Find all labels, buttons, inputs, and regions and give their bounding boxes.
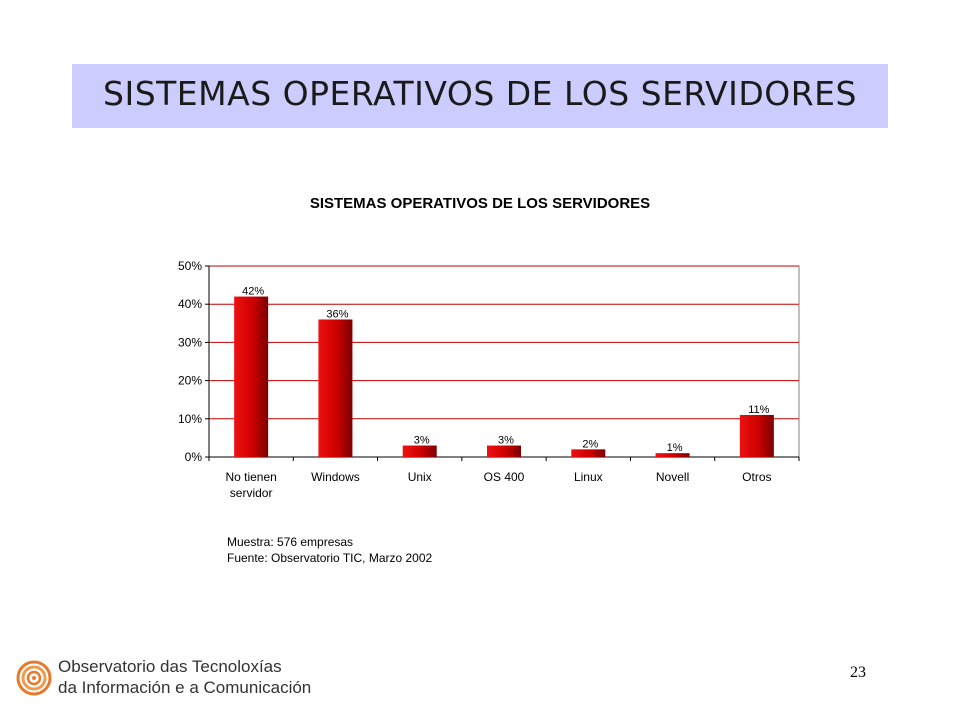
source-note: Fuente: Observatorio TIC, Marzo 2002 xyxy=(227,551,433,565)
x-tick-label: Windows xyxy=(311,470,360,484)
data-label: 42% xyxy=(242,286,264,298)
spiral-logo-icon xyxy=(16,660,52,696)
title-banner: SISTEMAS OPERATIVOS DE LOS SERVIDORES xyxy=(72,64,888,128)
bar xyxy=(655,453,690,457)
data-label: 3% xyxy=(498,435,514,447)
bar xyxy=(234,296,269,457)
sample-note: Muestra: 576 empresas xyxy=(227,535,354,549)
data-label: 2% xyxy=(582,438,598,450)
bar xyxy=(318,319,353,457)
bar xyxy=(402,445,437,457)
data-label: 36% xyxy=(326,308,348,320)
bar xyxy=(739,414,774,457)
plot-area xyxy=(208,265,800,458)
x-tick-label: Otros xyxy=(742,470,771,484)
x-tick-label: servidor xyxy=(230,486,273,500)
y-tick-label: 30% xyxy=(178,335,202,349)
page-number: 23 xyxy=(850,664,866,681)
x-tick-label: Linux xyxy=(574,470,603,484)
logo-text-line2: da Información e a Comunicación xyxy=(58,678,312,697)
slide-title: SISTEMAS OPERATIVOS DE LOS SERVIDORES xyxy=(103,74,857,113)
bar xyxy=(487,445,521,457)
bar xyxy=(571,449,606,457)
data-label: 3% xyxy=(414,435,430,447)
y-tick-label: 0% xyxy=(185,450,203,464)
y-tick-label: 10% xyxy=(178,412,202,426)
logo: Observatorio das Tecnoloxías da Informac… xyxy=(16,654,316,704)
logo-text-line1: Observatorio das Tecnoloxías xyxy=(58,657,282,676)
y-tick-label: 40% xyxy=(178,297,202,311)
x-tick-label: Unix xyxy=(408,470,432,484)
chart-title: SISTEMAS OPERATIVOS DE LOS SERVIDORES xyxy=(309,195,651,212)
x-tick-label: No tienen xyxy=(225,470,276,484)
y-tick-label: 20% xyxy=(178,374,202,388)
data-label: 1% xyxy=(667,442,683,454)
x-tick-label: OS 400 xyxy=(484,470,525,484)
y-tick-label: 50% xyxy=(178,259,202,273)
data-label: 11% xyxy=(748,404,769,416)
x-tick-label: Novell xyxy=(656,470,689,484)
